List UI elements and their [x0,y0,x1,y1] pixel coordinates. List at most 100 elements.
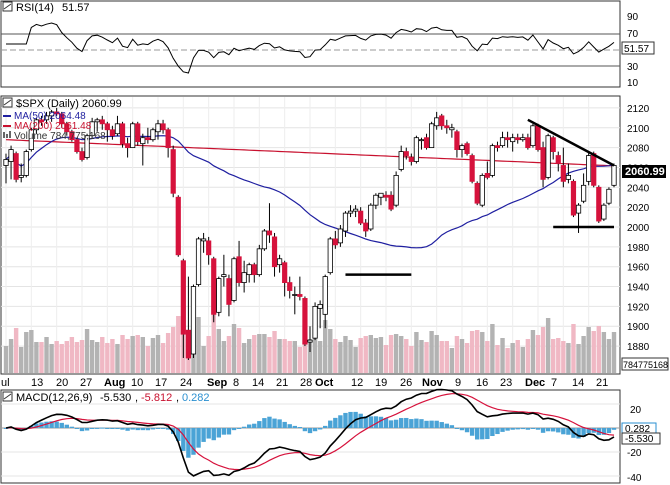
macd-histogram-bar [464,428,470,433]
candle-body [413,137,420,162]
volume-bar [226,336,232,373]
candle-body [89,121,95,137]
macd-histogram-bar [115,428,120,429]
macd-histogram-bar [140,428,145,431]
volume-bar [353,347,358,373]
macd-histogram-bar [551,428,556,432]
volume-bar [520,347,525,373]
x-label-10: 14 [252,377,264,389]
x-label-9: 8 [233,377,239,389]
volume-bar [601,332,607,373]
macd-histogram-bar [515,428,520,430]
rsi-value-box-text: 51.57 [624,44,649,55]
macd-histogram-bar [216,428,221,438]
candle-body [504,137,511,141]
macd-tick-neg40: -40 [627,473,642,484]
volume-bar [145,346,151,373]
macd-histogram-bar [485,428,490,440]
x-label-7: 24 [180,377,192,389]
macd-histogram-bar [44,421,49,428]
candle-body [540,147,546,180]
volume-bar [454,336,460,373]
volume-bar [551,339,556,373]
volume-bar [490,324,495,373]
candle-body [484,173,490,178]
candle-body [165,129,171,149]
volume-bar [155,335,161,373]
candle-body [195,238,202,285]
candle-body [464,143,470,154]
candle-body [550,137,556,152]
macd-histogram-bar [601,428,607,435]
volume-bar [475,330,480,373]
x-label-11: 21 [276,377,288,389]
candle-body [434,117,440,127]
candle-body [261,230,268,250]
candle-body [312,305,318,339]
rsi-tick-70: 70 [627,29,639,40]
candle-body [241,272,247,283]
macd-histogram-bar [510,428,515,430]
volume-bar [343,336,348,373]
macd-histogram-bar [191,428,196,455]
candle-body [180,260,186,335]
volume-bar [404,339,409,373]
candle-body [479,174,485,206]
candle-body [575,204,582,214]
candle-body [190,286,197,355]
macd-histogram-bar [74,428,80,430]
candle-body [18,174,24,178]
candle-body [428,123,435,149]
macd-histogram-bar [566,428,571,435]
candle-body [474,182,480,204]
candle-body [363,222,369,232]
volume-bar [125,339,130,373]
macd-histogram-bar [247,424,252,428]
x-label-18: 9 [455,377,461,389]
volume-bar [297,347,303,373]
volume-bar [24,332,29,373]
volume-bar [84,329,90,373]
macd-histogram-bar [287,424,292,428]
macd-histogram-bar [165,428,171,430]
macd-histogram-bar [312,428,318,432]
price-tick: 1880 [627,342,650,353]
volume-bar [434,335,439,373]
volume-bar [277,339,282,373]
candle-body [28,129,34,150]
volume-bar [236,328,242,373]
volume-bar [216,329,221,373]
candle-body [489,145,496,176]
volume-bar [54,341,59,373]
macd-histogram-bar [530,428,536,429]
candle-body [586,155,592,182]
macd-histogram-bar [257,421,262,428]
volume-bar [196,317,201,373]
candle-body [155,123,161,133]
volume-bar [312,331,318,373]
candle-body [292,294,298,296]
candle-body [535,125,541,150]
macd-histogram-bar [3,428,9,429]
candle-body [494,145,501,149]
x-label-5: 10 [131,377,143,389]
macd-histogram-bar [505,428,510,431]
volume-bar [120,335,125,373]
price-value-box-text: 2060.99 [625,166,665,178]
macd-histogram-bar [333,417,338,428]
macd-histogram-bar [581,428,586,437]
candle-body [449,127,455,131]
rsi-value: 51.57 [62,2,90,14]
macd-histogram-bar [231,428,237,431]
volume-bar [140,337,145,373]
macd-histogram-bar [480,428,485,440]
volume-bar [480,332,485,373]
candle-body [216,278,222,313]
volume-bar [383,345,389,373]
price-title: $SPX (Daily) 2060.99 [16,98,122,110]
macd-value-2: -5.812 [141,392,172,404]
candle-body [282,262,288,283]
legend-volume: Volume 784,775,168 [14,131,106,142]
volume-bar [257,334,262,373]
